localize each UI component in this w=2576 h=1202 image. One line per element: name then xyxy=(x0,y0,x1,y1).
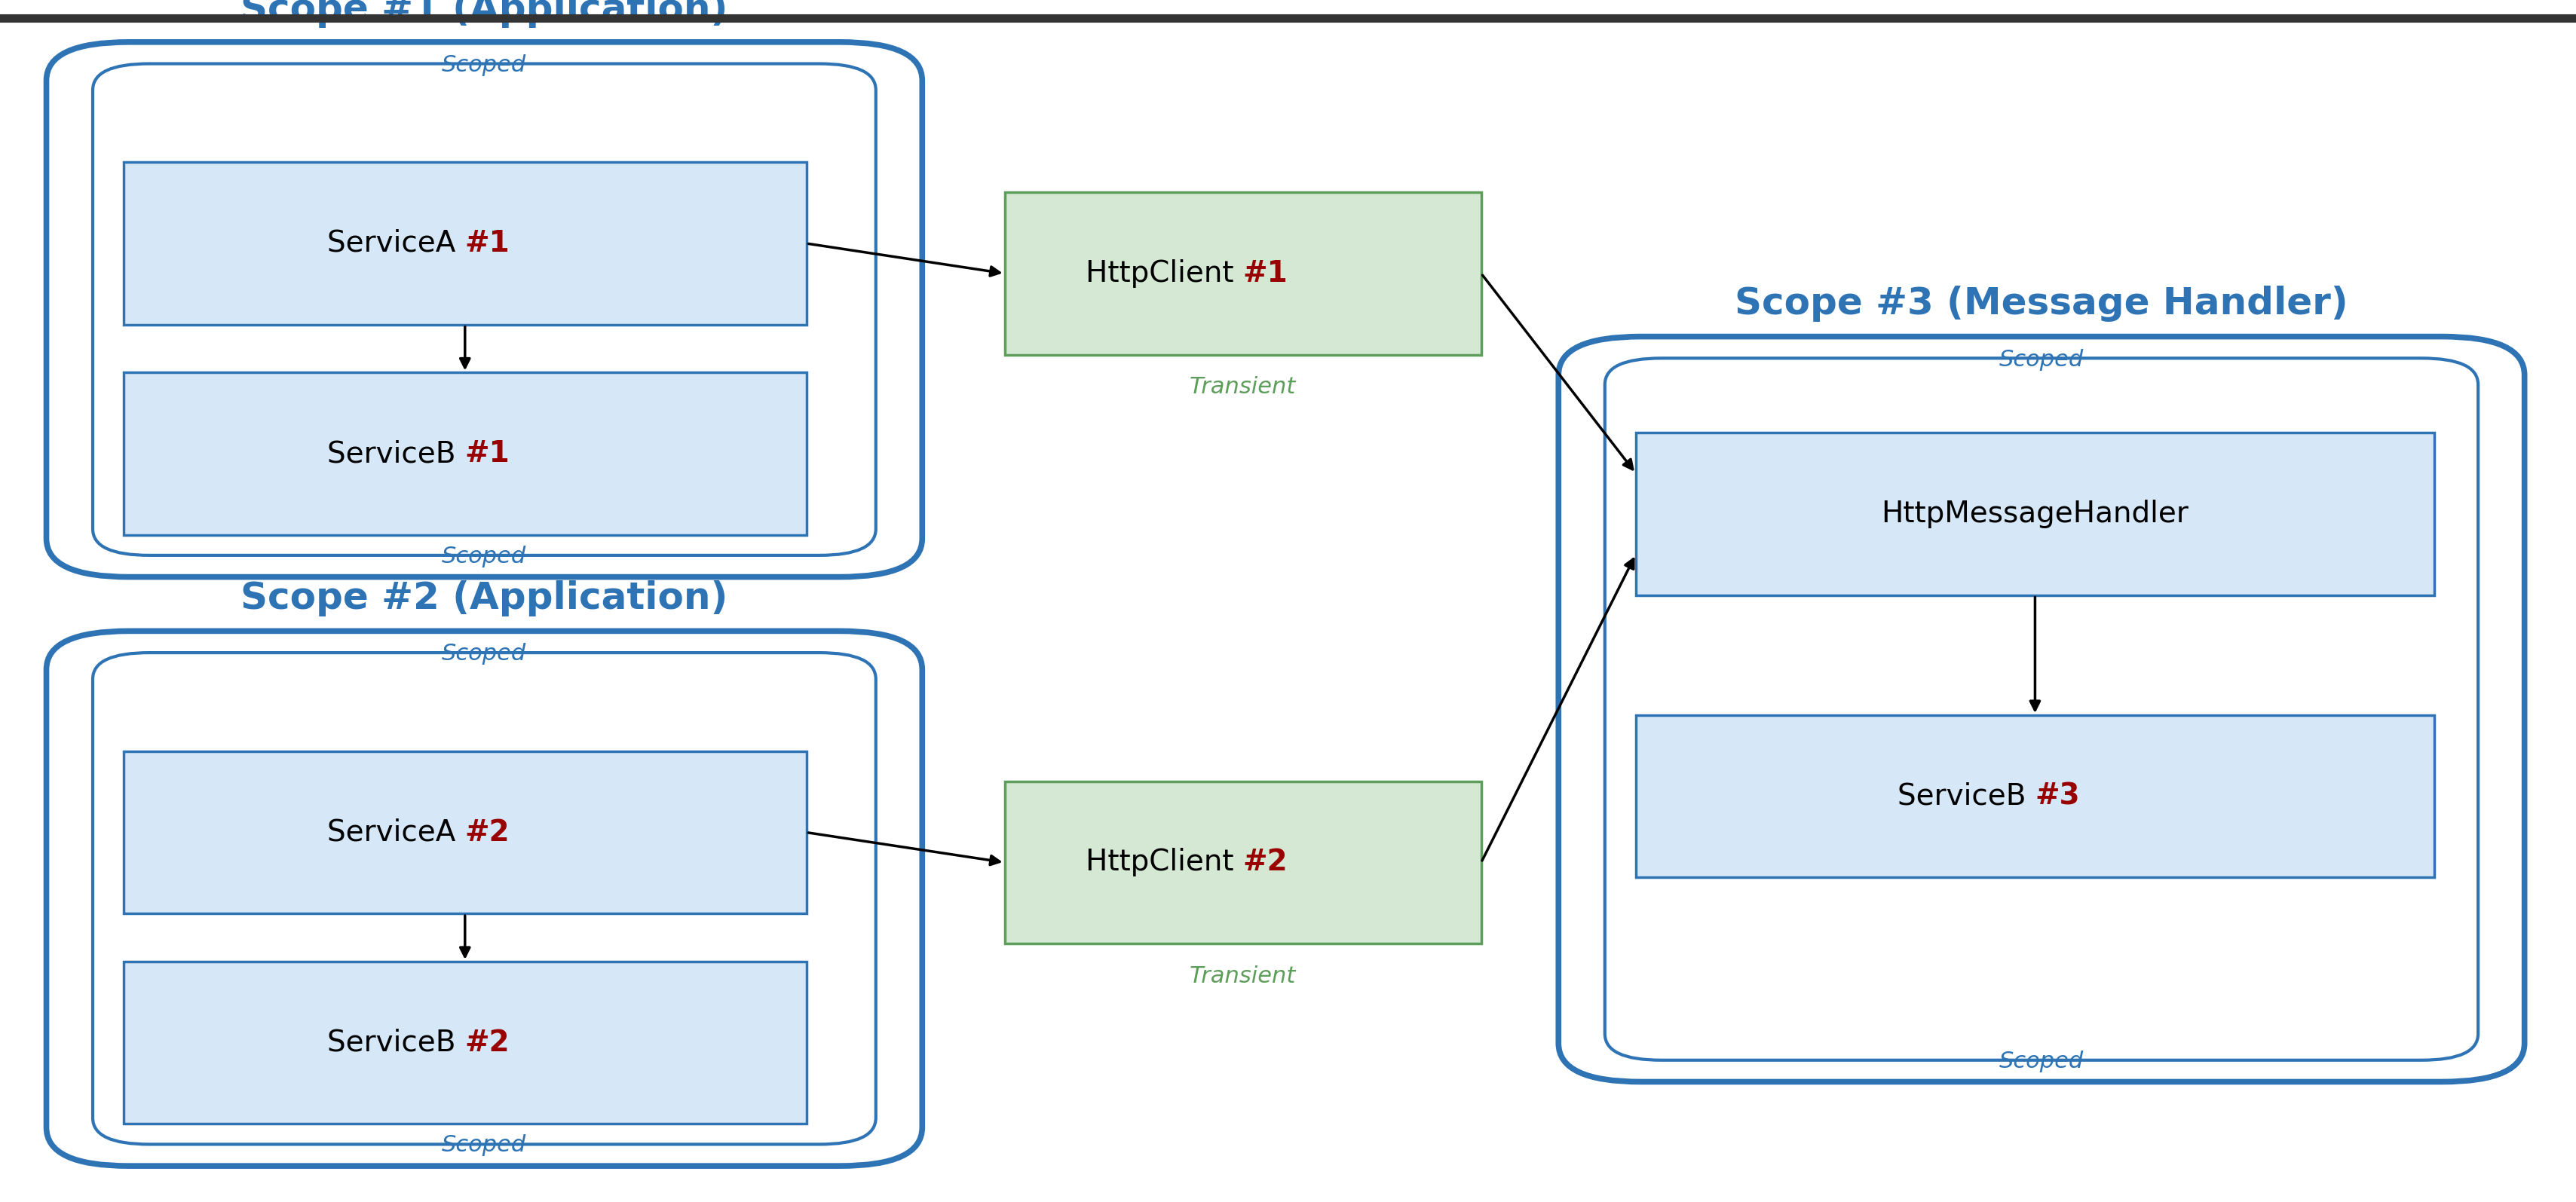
Text: Scoped: Scoped xyxy=(443,643,526,665)
FancyBboxPatch shape xyxy=(124,962,806,1124)
FancyBboxPatch shape xyxy=(1636,715,2434,877)
Text: #1: #1 xyxy=(464,440,510,468)
FancyBboxPatch shape xyxy=(1005,781,1481,944)
Text: #2: #2 xyxy=(464,1029,510,1057)
FancyBboxPatch shape xyxy=(46,631,922,1166)
Text: #1: #1 xyxy=(1244,260,1288,287)
Text: Scope #1 (Application): Scope #1 (Application) xyxy=(240,0,729,28)
Text: Scope #2 (Application): Scope #2 (Application) xyxy=(240,581,729,617)
Text: HttpMessageHandler: HttpMessageHandler xyxy=(1880,500,2190,528)
Text: Scoped: Scoped xyxy=(443,54,526,76)
Text: #2: #2 xyxy=(464,819,510,846)
Text: Transient: Transient xyxy=(1190,376,1296,398)
Text: Scoped: Scoped xyxy=(443,546,526,567)
Text: Transient: Transient xyxy=(1190,965,1296,987)
Text: Scoped: Scoped xyxy=(443,1135,526,1156)
FancyBboxPatch shape xyxy=(124,373,806,535)
Text: #2: #2 xyxy=(1244,849,1288,876)
Text: HttpClient: HttpClient xyxy=(1084,849,1244,876)
FancyBboxPatch shape xyxy=(1005,192,1481,355)
FancyBboxPatch shape xyxy=(1558,337,2524,1082)
Text: #1: #1 xyxy=(464,230,510,257)
FancyBboxPatch shape xyxy=(93,653,876,1144)
FancyBboxPatch shape xyxy=(46,42,922,577)
Text: HttpClient: HttpClient xyxy=(1084,260,1244,287)
FancyBboxPatch shape xyxy=(93,64,876,555)
FancyBboxPatch shape xyxy=(1605,358,2478,1060)
Text: ServiceB: ServiceB xyxy=(327,440,464,468)
Text: Scoped: Scoped xyxy=(1999,1051,2084,1072)
FancyBboxPatch shape xyxy=(124,162,806,325)
Text: ServiceB: ServiceB xyxy=(327,1029,464,1057)
Text: Scoped: Scoped xyxy=(1999,349,2084,370)
FancyBboxPatch shape xyxy=(124,751,806,914)
FancyBboxPatch shape xyxy=(1636,433,2434,595)
Text: #3: #3 xyxy=(2035,783,2079,810)
Text: ServiceA: ServiceA xyxy=(327,819,464,846)
Text: ServiceA: ServiceA xyxy=(327,230,464,257)
Text: Scope #3 (Message Handler): Scope #3 (Message Handler) xyxy=(1734,286,2349,322)
Text: ServiceB: ServiceB xyxy=(1896,783,2035,810)
